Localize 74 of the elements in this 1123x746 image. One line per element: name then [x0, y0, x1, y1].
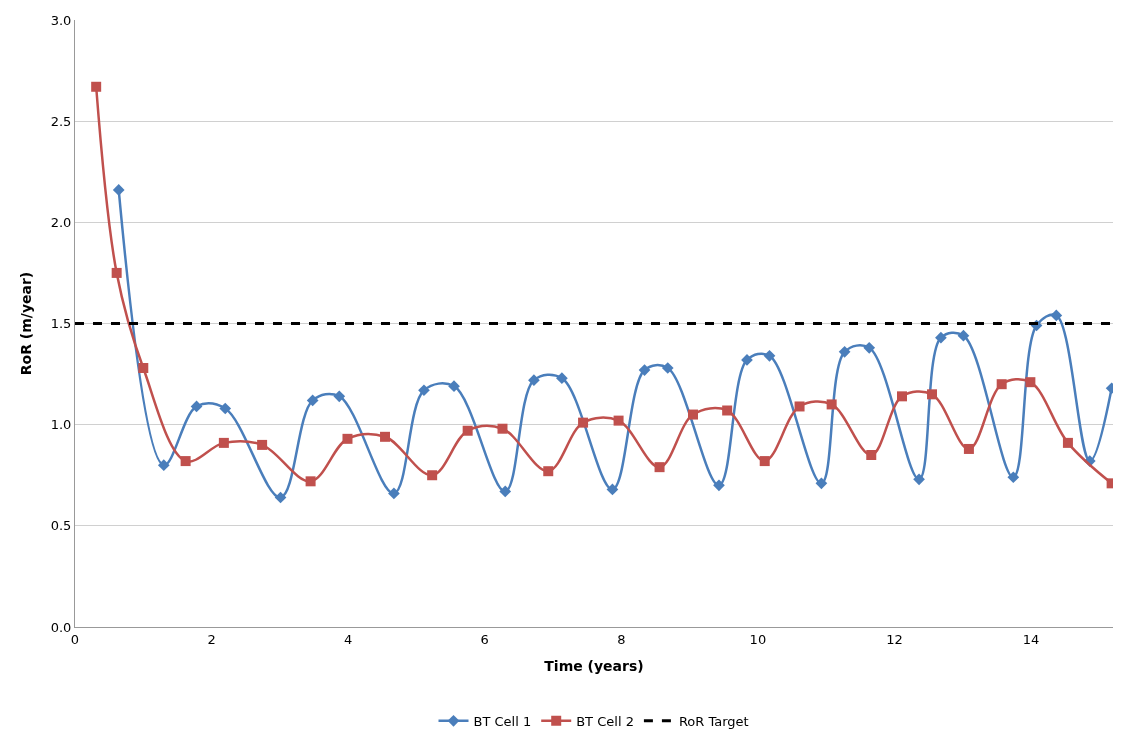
- point: [427, 470, 438, 481]
- point: [996, 379, 1007, 390]
- point: [306, 394, 319, 407]
- point: [180, 456, 191, 467]
- point: [1007, 471, 1020, 484]
- point: [896, 391, 907, 402]
- point: [138, 363, 149, 374]
- y-tick-label: 3.0: [50, 12, 72, 28]
- point: [713, 479, 725, 492]
- x-axis-title: Time (years): [544, 657, 644, 674]
- point: [927, 389, 938, 400]
- point: [763, 350, 776, 362]
- y-tick-label: 1.5: [50, 316, 72, 332]
- point: [826, 399, 837, 410]
- point: [759, 456, 770, 467]
- point: [638, 364, 651, 376]
- point: [722, 405, 733, 416]
- point: [499, 485, 512, 498]
- point: [794, 401, 805, 412]
- y-tick-label: 0.0: [50, 619, 72, 635]
- point: [91, 81, 102, 92]
- point: [654, 462, 665, 473]
- point: [866, 450, 877, 461]
- point: [219, 402, 232, 415]
- point: [815, 477, 828, 490]
- x-tick-label: 10: [749, 631, 767, 647]
- x-tick-label: 6: [480, 631, 489, 647]
- point: [528, 374, 540, 386]
- point: [913, 473, 925, 486]
- point: [218, 437, 229, 448]
- point: [257, 439, 268, 450]
- point: [863, 341, 876, 354]
- point: [838, 345, 851, 358]
- point: [274, 491, 287, 504]
- x-tick-label: 14: [1022, 631, 1040, 647]
- point: [333, 390, 346, 403]
- point: [342, 433, 353, 444]
- point: [448, 380, 460, 393]
- point: [556, 372, 568, 384]
- x-tick-label: 0: [70, 631, 80, 647]
- y-tick-label: 2.0: [50, 214, 72, 230]
- point: [190, 400, 203, 413]
- point: [157, 459, 170, 471]
- x-tick-label: 2: [207, 631, 216, 647]
- x-tick-label: 4: [344, 631, 353, 647]
- y-tick-label: 1.0: [50, 417, 72, 433]
- x-tick-label: 8: [617, 631, 626, 647]
- y-tick-label: 2.5: [50, 113, 72, 129]
- point: [963, 443, 974, 454]
- point: [1050, 309, 1063, 322]
- point: [388, 487, 400, 500]
- point: [112, 184, 125, 196]
- point: [305, 476, 316, 487]
- y-axis-title: RoR (m/year): [18, 271, 35, 376]
- point: [661, 362, 674, 374]
- legend-label: BT Cell 1: [473, 713, 532, 729]
- y-tick-label: 0.5: [50, 518, 72, 534]
- legend-label: RoR Target: [678, 713, 749, 729]
- x-tick-label: 12: [886, 631, 903, 647]
- point: [418, 384, 430, 397]
- legend-label: BT Cell 2: [576, 713, 634, 729]
- point: [935, 331, 947, 344]
- point: [543, 466, 554, 477]
- point: [462, 425, 473, 436]
- point: [688, 409, 699, 420]
- point: [1025, 377, 1036, 388]
- point: [578, 417, 589, 428]
- point: [606, 483, 619, 496]
- point: [380, 431, 391, 442]
- point: [957, 329, 970, 342]
- point: [111, 267, 122, 278]
- point: [497, 423, 508, 434]
- point: [1062, 437, 1073, 448]
- point: [613, 415, 624, 426]
